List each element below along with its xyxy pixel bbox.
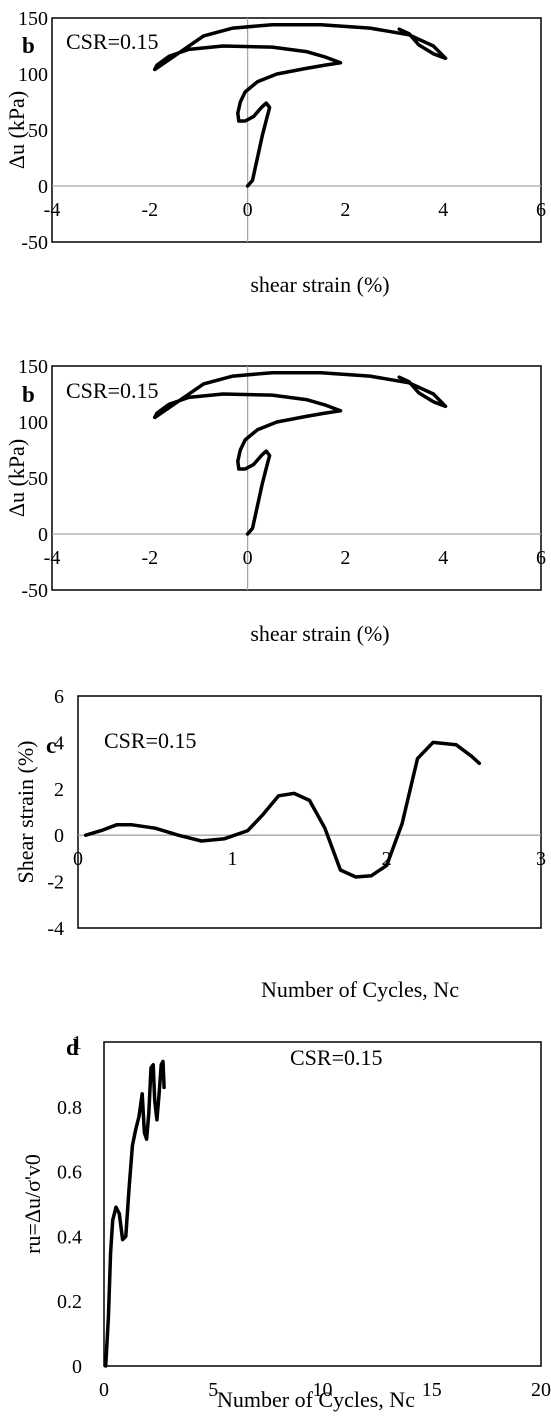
chart-3-x-tick-label: 2: [382, 848, 392, 870]
chart-4-y-tick-label: 0: [72, 1356, 82, 1378]
chart-1-y-tick-label: 0: [38, 176, 48, 198]
chart-2-y-tick-label: 0: [38, 524, 48, 546]
chart-4-x-tick-label: 15: [422, 1379, 442, 1401]
chart-3-panel-label: c: [46, 733, 56, 758]
chart-c: 0 1 2 3 -4 -2 0 2 4 6 c CSR=0.15 Number of Cycles, N…: [13, 686, 546, 1002]
chart-1-plot-frame: [51, 17, 542, 243]
chart-b-top: -4 -2 0 2 4 6 -50 0 50 100 150 b CSR=0.15 shear strai…: [4, 8, 546, 297]
chart-4-plot-frame: [103, 1041, 542, 1367]
chart-2-x-axis-label: shear strain (%): [250, 621, 389, 646]
chart-3-x-tick-label: 3: [536, 848, 546, 870]
chart-1-y-tick-label: 100: [18, 64, 48, 86]
chart-1-y-tick-label: 50: [28, 120, 48, 142]
chart-4-y-tick-label: 0.6: [57, 1162, 82, 1184]
chart-1-x-tick-label: -4: [44, 199, 61, 221]
chart-2-y-tick-label: 100: [18, 412, 48, 434]
chart-b-bottom: -4 -2 0 2 4 6 -50 0 50 100 150 b CSR=0.15 shear strai…: [4, 356, 546, 646]
chart-1-x-tick-label: 4: [438, 199, 448, 221]
chart-2-x-tick-label: -2: [141, 547, 158, 569]
chart-4-y-axis-label: ru=Δu/σ'v0: [20, 1154, 45, 1254]
chart-2-y-tick-label: 150: [18, 356, 48, 378]
chart-4-panel-label: d: [66, 1035, 79, 1060]
chart-3-x-tick-label: 1: [227, 848, 237, 870]
chart-1-x-axis-label: shear strain (%): [250, 272, 389, 297]
chart-2-series-line: [152, 370, 448, 536]
chart-4-x-tick-label: 0: [99, 1379, 109, 1401]
chart-3-y-tick-label: 2: [54, 779, 64, 801]
chart-1-x-tick-label: -2: [141, 199, 158, 221]
chart-1-series-line: [152, 22, 448, 188]
chart-4-annotation: CSR=0.15: [290, 1045, 383, 1070]
chart-2-x-tick-label: 0: [243, 547, 253, 569]
chart-3-y-tick-label: 0: [54, 825, 64, 847]
chart-2-annotation: CSR=0.15: [66, 378, 159, 403]
chart-1-x-tick-label: 0: [243, 199, 253, 221]
chart-2-panel-label: b: [22, 382, 35, 407]
chart-4-y-tick-label: 0.2: [57, 1291, 82, 1313]
chart-2-y-tick-label: 50: [28, 468, 48, 490]
chart-1-y-tick-label: 150: [18, 8, 48, 30]
chart-4-x-tick-label: 10: [313, 1379, 333, 1401]
chart-4-x-tick-label: 20: [531, 1379, 551, 1401]
chart-2-plot-frame: [51, 365, 542, 591]
chart-1-x-tick-label: 2: [340, 199, 350, 221]
chart-2-x-tick-label: 2: [340, 547, 350, 569]
chart-1-panel-label: b: [22, 33, 35, 58]
chart-1-annotation: CSR=0.15: [66, 29, 159, 54]
chart-2-x-tick-label: 4: [438, 547, 448, 569]
chart-2-y-tick-label: -50: [21, 580, 48, 602]
chart-3-plot-frame: [77, 695, 542, 929]
chart-3-y-tick-label: 6: [54, 686, 64, 708]
chart-1-y-axis-label: Δu (kPa): [4, 91, 29, 169]
chart-2-x-tick-label: 6: [536, 547, 546, 569]
chart-4-x-tick-label: 5: [208, 1379, 218, 1401]
chart-4-y-tick-label: 0.4: [57, 1226, 82, 1248]
chart-3-y-tick-label: -4: [47, 918, 64, 940]
chart-4-y-tick-label: 0.8: [57, 1097, 82, 1119]
chart-3-y-tick-label: 4: [54, 732, 64, 754]
chart-4-x-axis-label: Number of Cycles, Nc: [217, 1387, 415, 1412]
chart-3-annotation: CSR=0.15: [104, 728, 197, 753]
chart-3-y-axis-label: Shear strain (%): [13, 741, 38, 884]
chart-2-y-axis-label: Δu (kPa): [4, 439, 29, 517]
chart-3-x-tick-label: 0: [73, 848, 83, 870]
chart-1-y-tick-label: -50: [21, 232, 48, 254]
chart-4-series-line: [103, 1059, 166, 1368]
chart-4-y-tick-label: 1: [72, 1032, 82, 1054]
chart-3-series-line: [83, 740, 482, 879]
chart-1-x-tick-label: 6: [536, 199, 546, 221]
chart-3-x-axis-label: Number of Cycles, Nc: [261, 977, 459, 1002]
chart-3-y-tick-label: -2: [47, 872, 64, 894]
chart-2-x-tick-label: -4: [44, 547, 61, 569]
chart-d: 0 5 10 15 20 0 0.2 0.4 0.6 0.8 1d CSR=0.15 Number of…: [20, 1032, 551, 1412]
